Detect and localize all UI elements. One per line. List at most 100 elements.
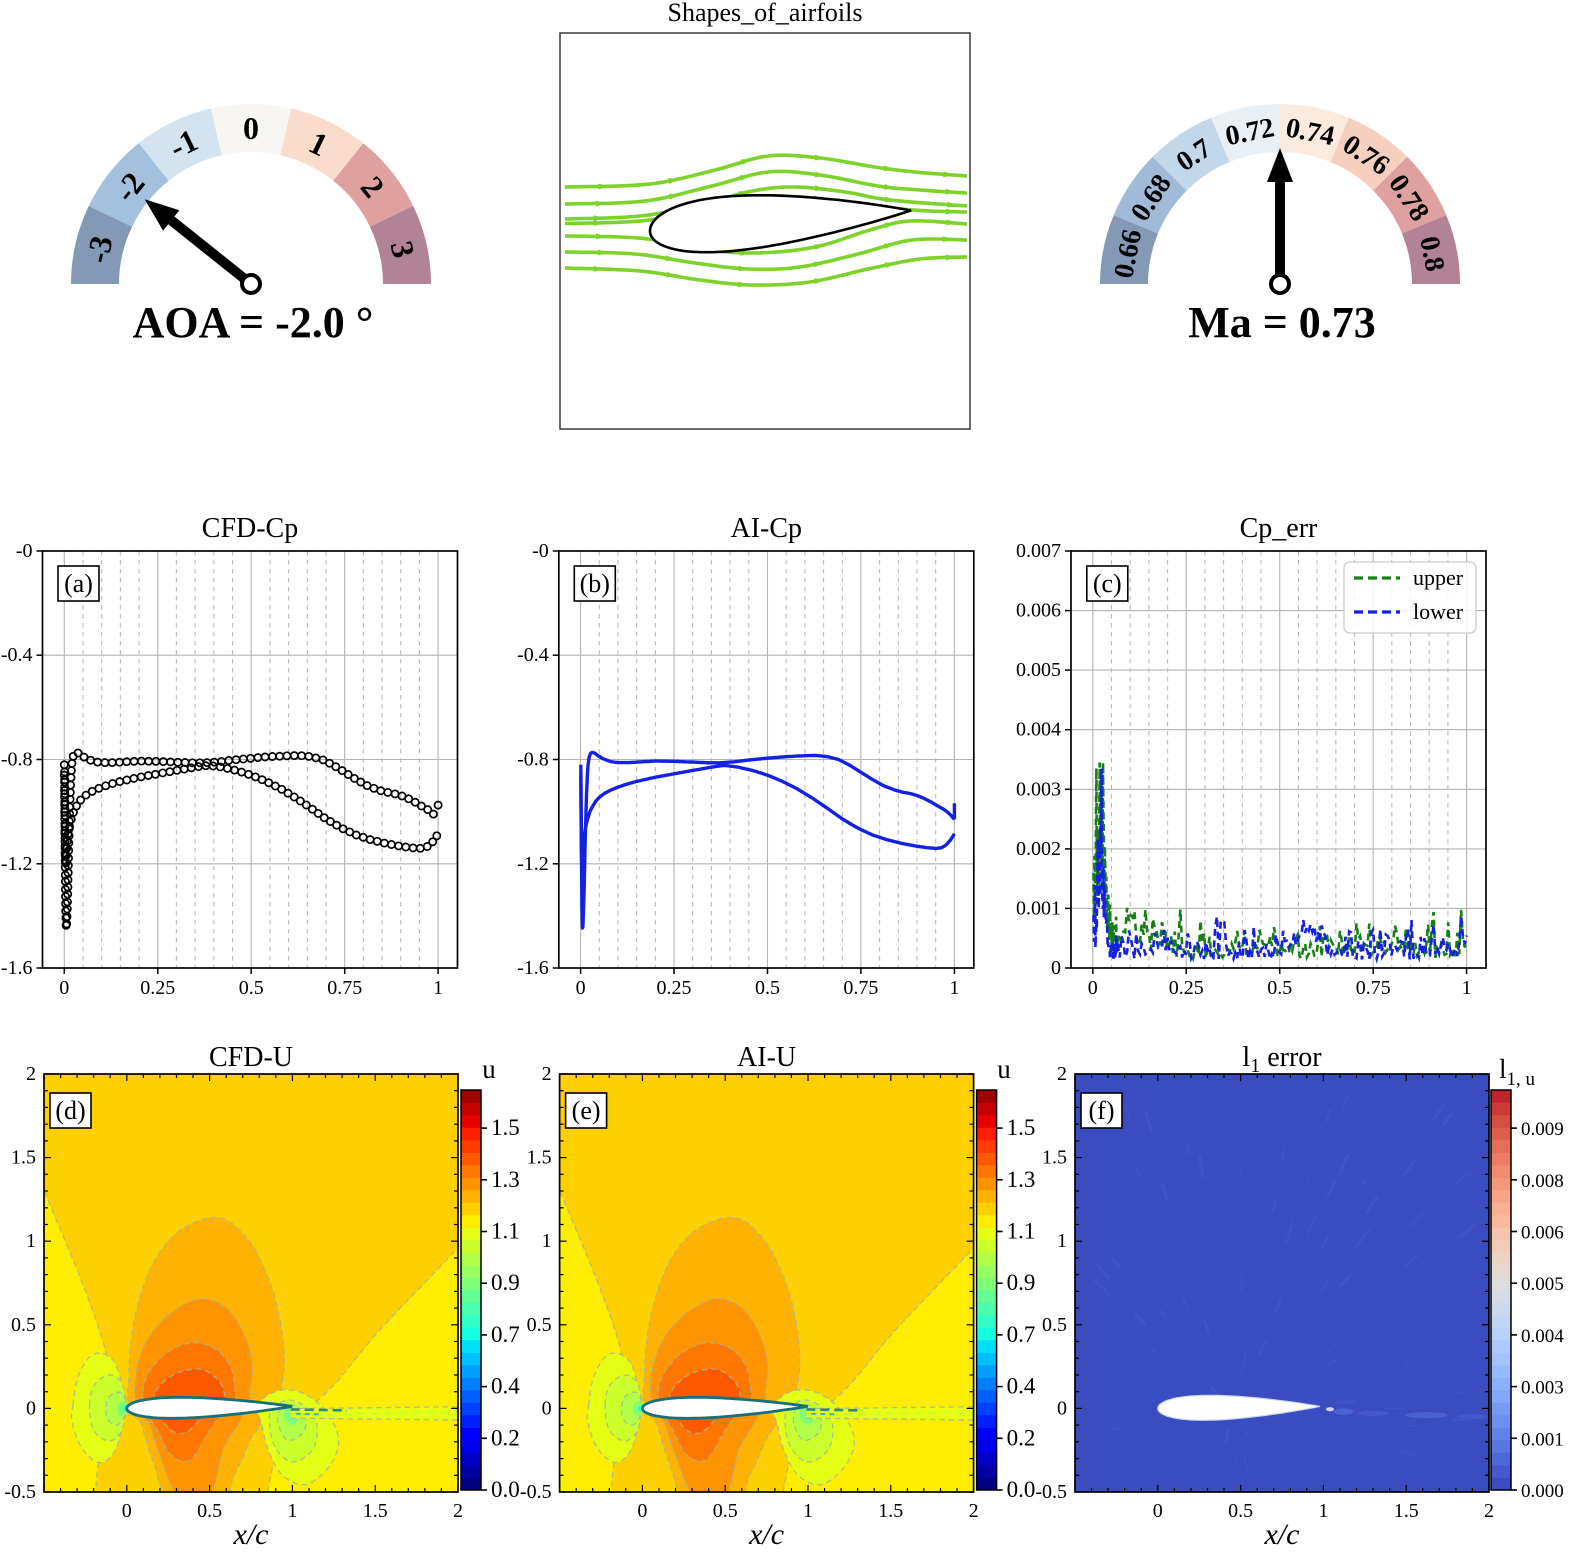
svg-text:0.003: 0.003	[1016, 778, 1061, 800]
svg-text:-1.2: -1.2	[517, 853, 549, 875]
svg-text:0: 0	[1051, 957, 1061, 979]
svg-text:1.5: 1.5	[878, 1500, 903, 1522]
svg-text:-0.8: -0.8	[517, 749, 549, 771]
svg-text:0.5: 0.5	[713, 1500, 738, 1522]
svg-text:x/c: x/c	[233, 1518, 269, 1551]
svg-text:0.005: 0.005	[1016, 659, 1061, 681]
svg-text:(c): (c)	[1093, 569, 1122, 598]
svg-text:1: 1	[1318, 1500, 1328, 1522]
svg-text:2: 2	[1484, 1500, 1494, 1522]
svg-text:0.001: 0.001	[1521, 1429, 1564, 1450]
svg-text:(b): (b)	[580, 569, 610, 598]
svg-text:upper: upper	[1413, 565, 1464, 590]
svg-text:u: u	[997, 1054, 1011, 1084]
svg-text:(a): (a)	[64, 569, 93, 598]
svg-text:2: 2	[1057, 1063, 1067, 1085]
svg-text:-0.4: -0.4	[1, 644, 33, 666]
svg-text:x/c: x/c	[1264, 1518, 1300, 1551]
svg-text:-1.2: -1.2	[1, 853, 33, 875]
svg-text:0.003: 0.003	[1521, 1378, 1564, 1399]
svg-text:AI-U: AI-U	[737, 1042, 796, 1073]
svg-text:0.4: 0.4	[1007, 1374, 1036, 1399]
svg-text:3: 3	[384, 238, 423, 262]
svg-text:1.3: 1.3	[1007, 1167, 1036, 1192]
svg-text:0.5: 0.5	[1267, 977, 1292, 999]
svg-text:0.008: 0.008	[1521, 1171, 1564, 1192]
svg-text:0.7: 0.7	[491, 1322, 520, 1347]
svg-text:1.1: 1.1	[1007, 1219, 1036, 1244]
svg-text:1.5: 1.5	[1007, 1115, 1036, 1140]
svg-text:Ma = 0.73: Ma = 0.73	[1188, 298, 1376, 347]
svg-text:-1.6: -1.6	[1, 957, 33, 979]
svg-text:-0.5: -0.5	[4, 1481, 36, 1503]
svg-text:0: 0	[1153, 1500, 1163, 1522]
svg-text:1: 1	[1462, 977, 1472, 999]
svg-text:0.8: 0.8	[1413, 234, 1450, 274]
svg-text:CFD-Cp: CFD-Cp	[202, 513, 298, 544]
svg-text:0.002: 0.002	[1016, 838, 1061, 860]
svg-text:0.5: 0.5	[1042, 1314, 1067, 1336]
svg-text:Cp_err: Cp_err	[1240, 513, 1318, 544]
svg-text:2: 2	[969, 1500, 979, 1522]
svg-text:1.5: 1.5	[363, 1500, 388, 1522]
svg-text:x/c: x/c	[748, 1518, 784, 1551]
svg-text:0.005: 0.005	[1521, 1274, 1564, 1295]
svg-text:0: 0	[26, 1397, 36, 1419]
svg-text:CFD-U: CFD-U	[209, 1042, 293, 1073]
svg-text:0.75: 0.75	[1356, 977, 1391, 999]
svg-text:1: 1	[26, 1230, 36, 1252]
svg-text:0.001: 0.001	[1016, 897, 1061, 919]
svg-text:0.006: 0.006	[1521, 1223, 1564, 1244]
svg-text:1: 1	[287, 1500, 297, 1522]
svg-text:0.004: 0.004	[1016, 719, 1061, 741]
svg-text:0.007: 0.007	[1016, 540, 1061, 562]
svg-text:0.25: 0.25	[1169, 977, 1204, 999]
svg-text:1: 1	[949, 977, 959, 999]
svg-text:0: 0	[1057, 1397, 1067, 1419]
svg-text:(e): (e)	[572, 1096, 601, 1125]
svg-text:AOA = -2.0 °: AOA = -2.0 °	[133, 298, 374, 347]
svg-text:0.25: 0.25	[657, 977, 692, 999]
svg-text:0.75: 0.75	[327, 977, 362, 999]
svg-text:0: 0	[637, 1500, 647, 1522]
svg-text:-0.4: -0.4	[517, 644, 549, 666]
svg-text:0.0: 0.0	[1007, 1477, 1036, 1502]
svg-text:0.004: 0.004	[1521, 1326, 1564, 1347]
svg-text:0.2: 0.2	[1007, 1425, 1036, 1450]
svg-text:0.75: 0.75	[843, 977, 878, 999]
svg-text:0.2: 0.2	[491, 1425, 520, 1450]
svg-text:(f): (f)	[1089, 1096, 1115, 1125]
svg-text:AI-Cp: AI-Cp	[731, 513, 803, 544]
svg-text:1: 1	[433, 977, 443, 999]
svg-text:0.4: 0.4	[491, 1374, 520, 1399]
svg-text:-0: -0	[16, 540, 33, 562]
svg-text:lower: lower	[1413, 599, 1464, 624]
svg-text:1.5: 1.5	[1042, 1147, 1067, 1169]
svg-text:0.9: 0.9	[1007, 1270, 1036, 1295]
svg-text:0.0: 0.0	[491, 1477, 520, 1502]
svg-text:0: 0	[542, 1397, 552, 1419]
svg-text:2: 2	[453, 1500, 463, 1522]
svg-text:0.9: 0.9	[491, 1270, 520, 1295]
svg-text:-0.8: -0.8	[1, 749, 33, 771]
svg-text:0.009: 0.009	[1521, 1119, 1564, 1140]
svg-text:1.5: 1.5	[11, 1147, 36, 1169]
svg-text:-1.6: -1.6	[517, 957, 549, 979]
svg-text:1.5: 1.5	[1394, 1500, 1419, 1522]
svg-text:0.5: 0.5	[239, 977, 264, 999]
svg-text:0: 0	[59, 977, 69, 999]
svg-text:0.25: 0.25	[140, 977, 175, 999]
svg-text:1: 1	[542, 1230, 552, 1252]
svg-text:0: 0	[243, 110, 259, 146]
svg-text:1: 1	[1057, 1230, 1067, 1252]
svg-text:Shapes_of_airfoils: Shapes_of_airfoils	[668, 0, 863, 27]
svg-text:-0.5: -0.5	[520, 1481, 552, 1503]
svg-text:1.5: 1.5	[527, 1147, 552, 1169]
svg-text:0.5: 0.5	[1228, 1500, 1253, 1522]
svg-text:0.006: 0.006	[1016, 600, 1061, 622]
svg-text:2: 2	[542, 1063, 552, 1085]
svg-text:0: 0	[1088, 977, 1098, 999]
svg-text:0.5: 0.5	[527, 1314, 552, 1336]
svg-text:0.5: 0.5	[11, 1314, 36, 1336]
svg-text:0.5: 0.5	[197, 1500, 222, 1522]
